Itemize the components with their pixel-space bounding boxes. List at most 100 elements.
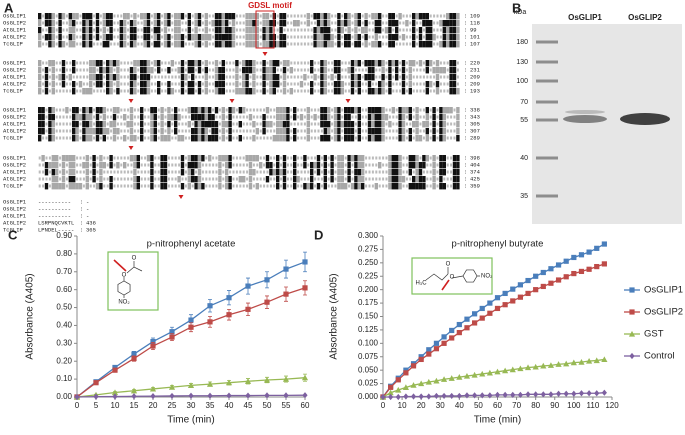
residue <box>368 42 371 46</box>
conserved-cell <box>391 162 395 169</box>
conserved-cell <box>201 128 205 135</box>
residue <box>59 68 62 72</box>
conserved-cell <box>150 176 154 183</box>
residue <box>365 163 368 167</box>
marker-band <box>536 79 558 83</box>
marker-band <box>536 100 558 104</box>
conserved-cell <box>214 41 219 48</box>
residue <box>62 122 65 126</box>
similar-cell <box>316 34 321 41</box>
residue <box>79 170 82 174</box>
conserved-cell <box>347 155 351 162</box>
conserved-cell <box>269 41 273 48</box>
residue <box>348 89 351 93</box>
x-tick-label: 60 <box>493 401 502 410</box>
conserved-cell <box>452 74 457 81</box>
residue <box>331 136 334 140</box>
conserved-cell <box>106 34 110 41</box>
conserved-cell <box>153 27 157 34</box>
similar-cell <box>208 155 212 162</box>
y-tick-label: 0.70 <box>56 267 72 276</box>
conserved-cell <box>129 27 134 34</box>
conserved-cell <box>418 34 423 41</box>
conserved-cell <box>136 183 140 190</box>
similar-cell <box>102 20 106 27</box>
residue <box>130 163 133 167</box>
residue <box>419 68 422 72</box>
residue <box>351 115 354 119</box>
similar-cell <box>58 183 62 190</box>
conserved-cell <box>293 155 297 162</box>
conserved-cell <box>374 135 378 142</box>
data-point <box>301 374 309 381</box>
separator: : <box>464 33 467 40</box>
residue <box>116 21 119 25</box>
data-point <box>540 269 546 276</box>
conserved-cell <box>191 74 195 81</box>
conserved-cell <box>197 67 202 74</box>
legend-label: Control <box>644 351 675 362</box>
residue <box>419 122 422 126</box>
conserved-cell <box>412 27 416 34</box>
residue <box>320 170 323 174</box>
residue <box>48 177 51 181</box>
conserved-cell <box>44 20 49 27</box>
residue <box>161 75 164 79</box>
residue <box>191 14 194 18</box>
similar-cell <box>225 121 229 128</box>
residue <box>157 177 160 181</box>
residue <box>317 108 320 112</box>
conserved-cell <box>357 128 361 135</box>
separator: : <box>464 26 467 33</box>
separator: : <box>80 212 83 219</box>
residue <box>174 177 177 181</box>
residue <box>178 156 181 160</box>
sequence-name: AtGLIP2 <box>3 127 26 134</box>
residue <box>45 177 48 181</box>
similar-cell <box>89 128 93 135</box>
conserved-cell <box>395 20 399 27</box>
conserved-cell <box>72 128 76 135</box>
conserved-cell <box>293 176 297 183</box>
residue <box>300 42 303 46</box>
similar-cell <box>432 34 436 41</box>
conserved-cell <box>228 128 232 135</box>
conserved-cell <box>449 74 453 81</box>
residue <box>144 163 147 167</box>
residue <box>106 156 109 160</box>
conserved-cell <box>44 81 49 88</box>
cleavage-arrow <box>113 259 127 272</box>
motif-box <box>255 10 275 49</box>
conserved-cell <box>337 88 341 95</box>
conserved-cell <box>303 155 307 162</box>
conserved-cell <box>401 88 406 95</box>
residue <box>273 156 276 160</box>
residue <box>55 61 58 65</box>
data-point <box>440 376 448 382</box>
similar-cell <box>446 107 450 114</box>
conserved-cell <box>347 128 351 135</box>
conserved-cell <box>398 107 402 114</box>
residue <box>392 115 395 119</box>
similar-cell <box>327 41 331 48</box>
residue <box>127 21 130 25</box>
residue <box>147 163 150 167</box>
conserved-cell <box>82 107 86 114</box>
residue <box>252 108 255 112</box>
residue <box>286 163 289 167</box>
residue <box>218 122 221 126</box>
sequence: LPNDEL----- <box>38 226 74 233</box>
residue <box>263 108 266 112</box>
residue <box>171 156 174 160</box>
residue <box>79 14 82 18</box>
similar-cell <box>245 34 249 41</box>
conserved-cell <box>109 155 113 162</box>
similar-cell <box>187 107 191 114</box>
residue <box>419 129 422 133</box>
residue <box>246 115 249 119</box>
residue <box>297 89 300 93</box>
residue <box>55 21 58 25</box>
conserved-cell <box>218 74 222 81</box>
conserved-cell <box>221 81 225 88</box>
similar-cell <box>276 107 280 114</box>
